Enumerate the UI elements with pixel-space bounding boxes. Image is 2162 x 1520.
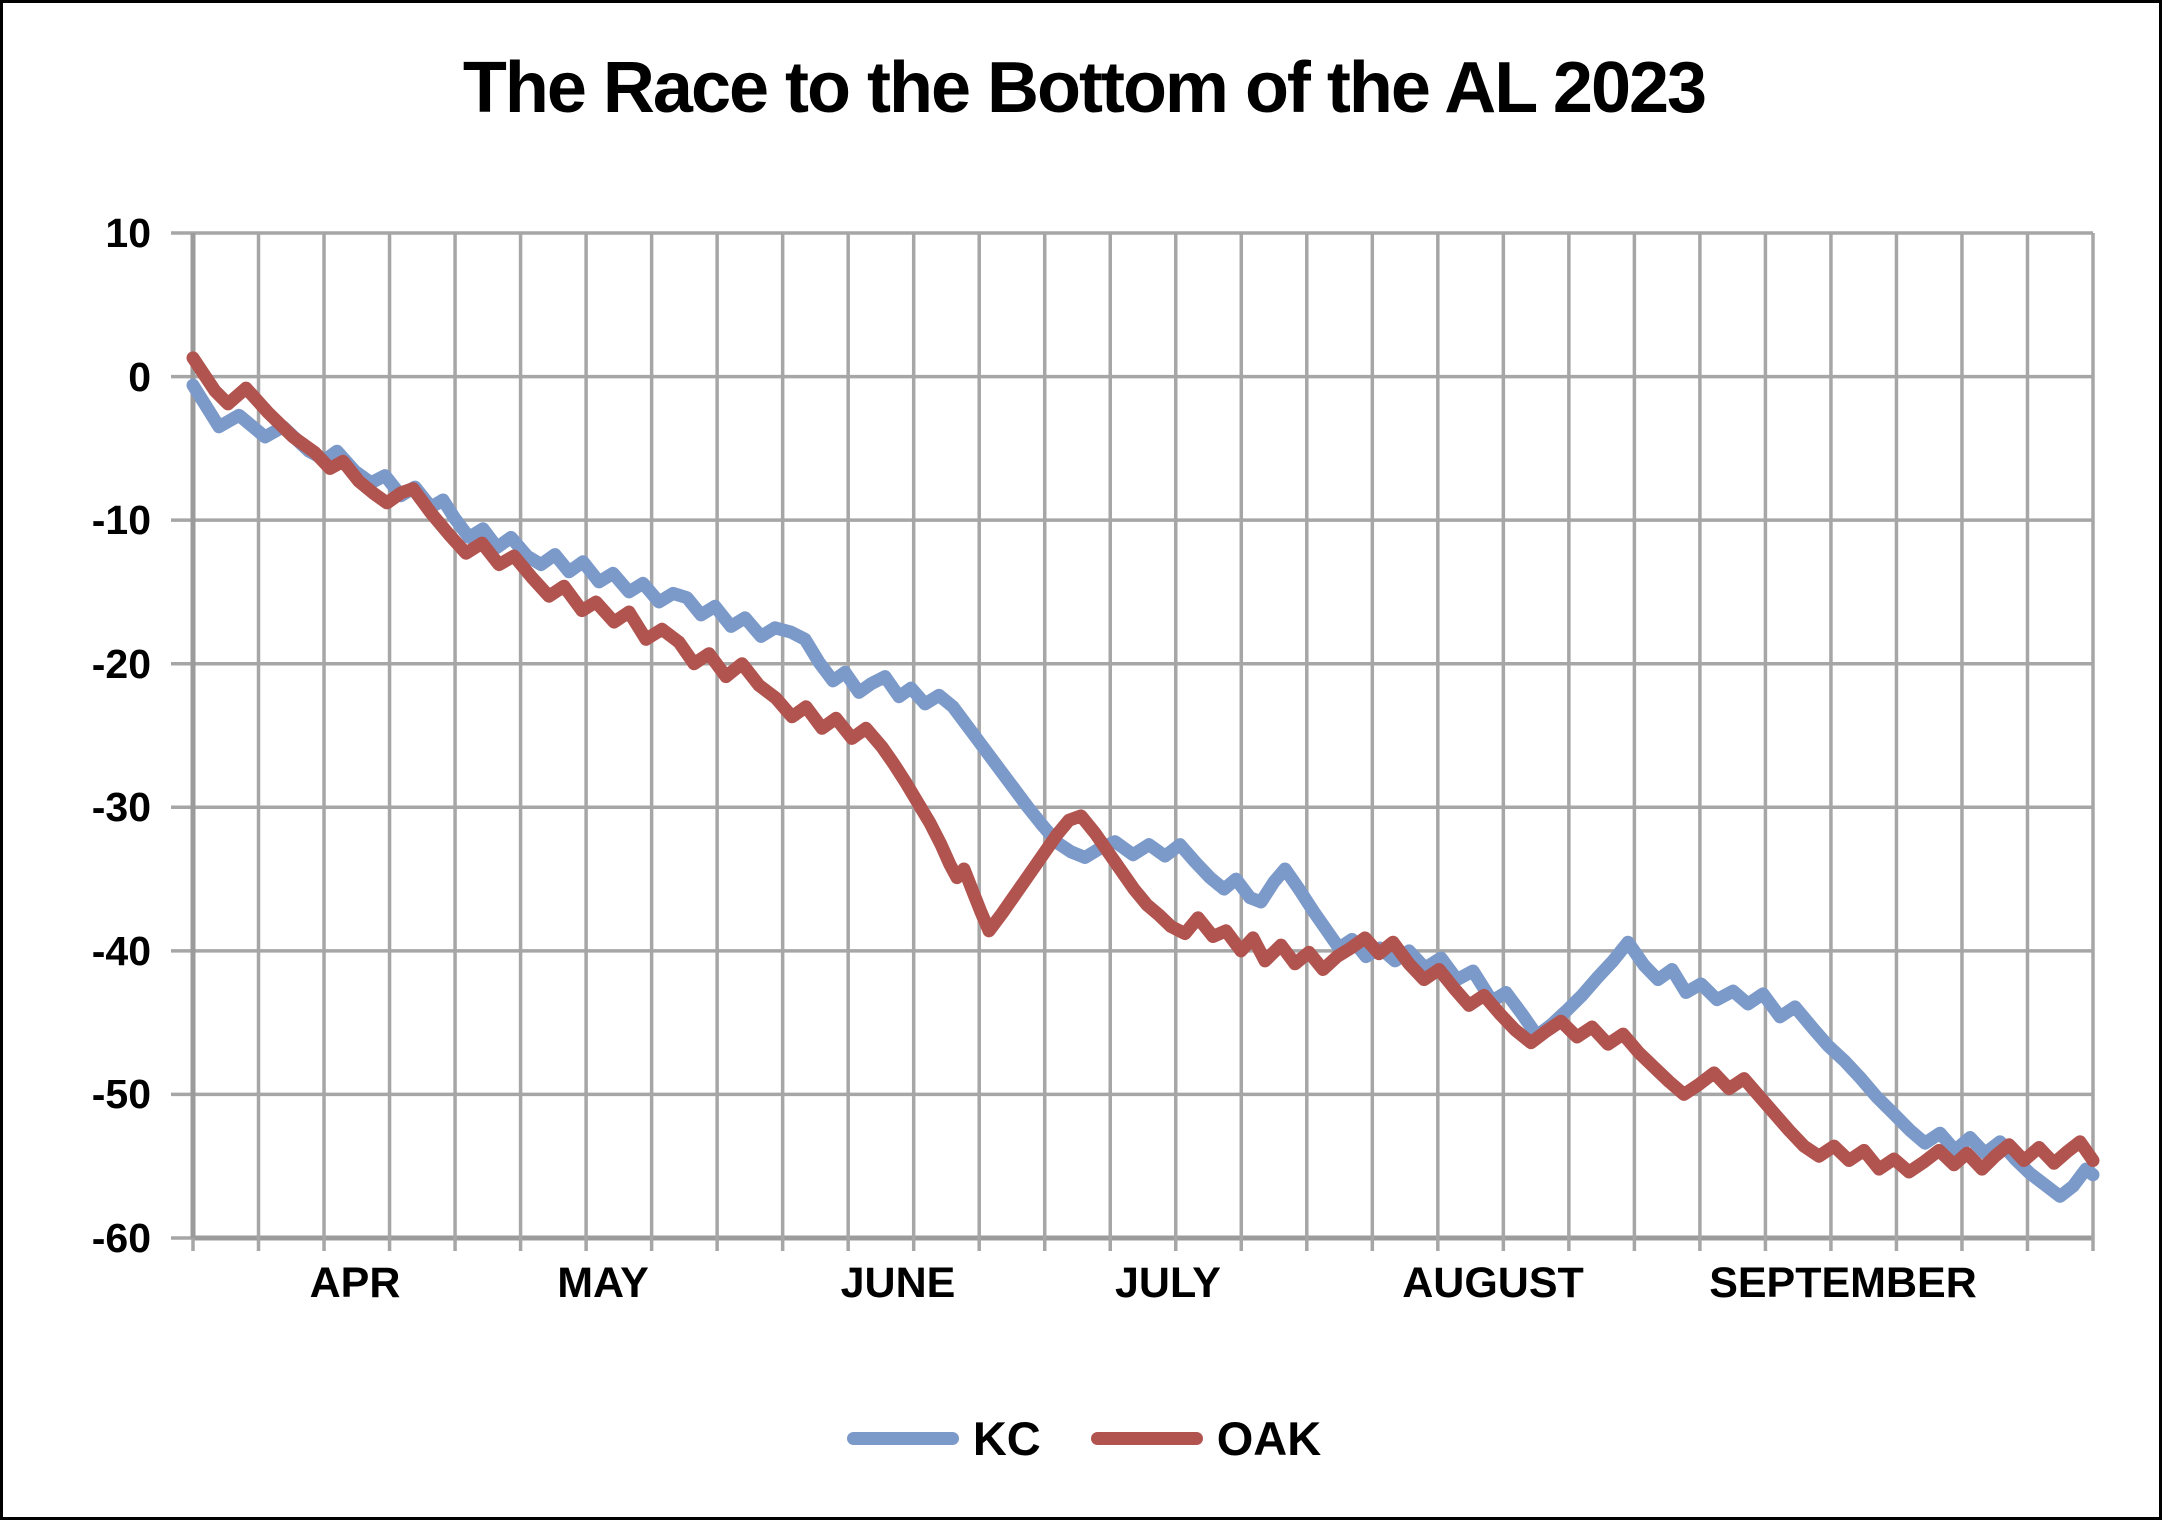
x-axis-label-june: JUNE	[840, 1259, 956, 1307]
legend: KC OAK	[3, 1411, 2159, 1466]
kc-legend-label: KC	[972, 1412, 1041, 1465]
oak-series-line	[186, 351, 2100, 1179]
y-axis-label: -10	[91, 497, 151, 544]
y-axis-label: -60	[91, 1215, 151, 1261]
chart-title: The Race to the Bottom of the AL 2023	[462, 48, 1707, 128]
oak-legend-line-swatch	[1090, 1432, 1203, 1445]
x-axis-label-apr: APR	[309, 1259, 401, 1307]
x-axis-label-july: JULY	[1115, 1259, 1221, 1307]
y-axis-label: 0	[128, 353, 151, 400]
y-axis-label: -20	[91, 640, 151, 687]
legend-item-oak: OAK	[1090, 1411, 1322, 1466]
line-chart-plot	[171, 231, 2100, 1251]
oak-legend-label: OAK	[1216, 1412, 1322, 1465]
x-axis-label-may: MAY	[557, 1259, 649, 1307]
y-axis-label: -30	[91, 784, 151, 831]
y-axis-label: 10	[105, 210, 151, 256]
x-axis-label-september: SEPTEMBER	[1709, 1259, 1977, 1307]
kc-legend-line-swatch	[846, 1432, 959, 1445]
kc-series-line	[186, 378, 2100, 1203]
x-axis-label-august: AUGUST	[1402, 1259, 1584, 1307]
legend-item-kc: KC	[846, 1411, 1041, 1466]
y-axis-label: -50	[91, 1071, 151, 1118]
y-axis-label: -40	[91, 927, 151, 974]
